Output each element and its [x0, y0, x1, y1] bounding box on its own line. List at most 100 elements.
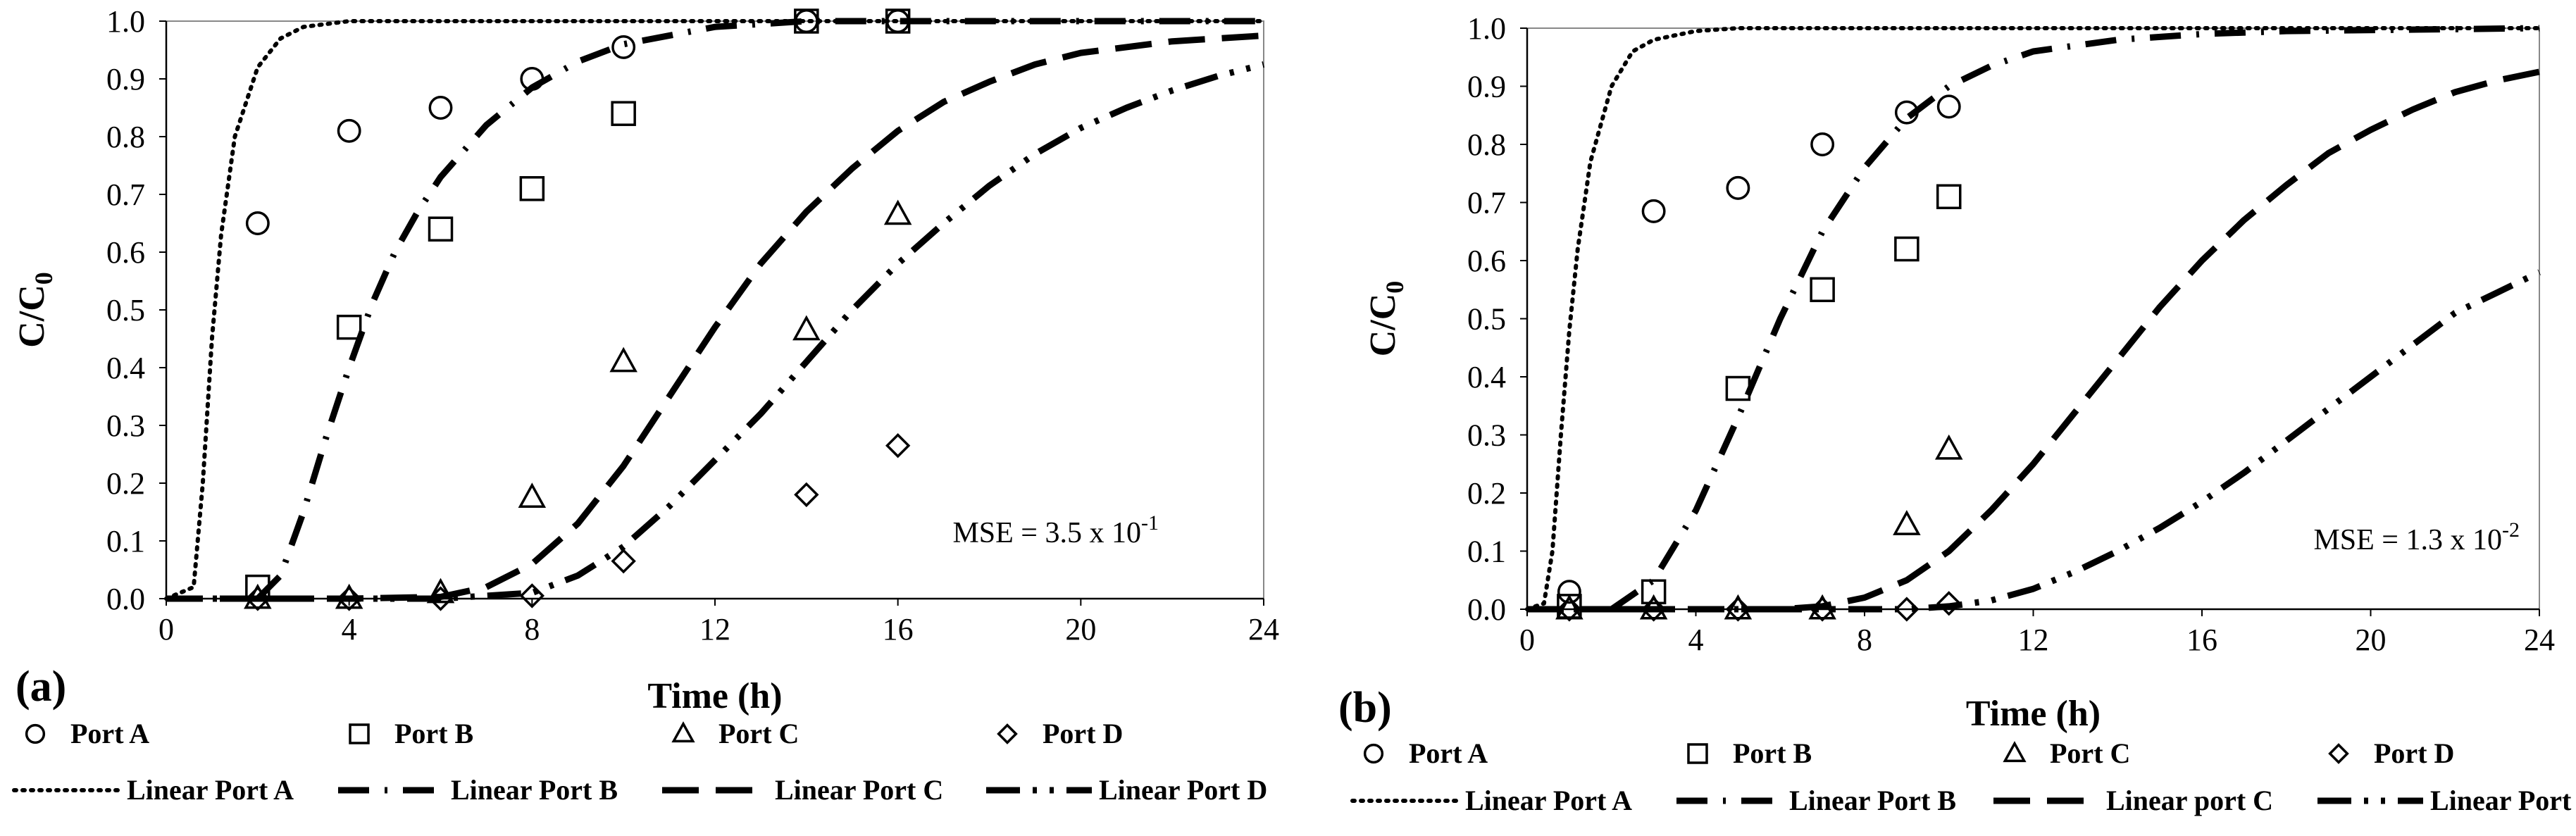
- legend-marker-square: [349, 723, 370, 744]
- y-tick-label: 0.2: [1467, 476, 1506, 511]
- y-tick-label: 0.4: [106, 351, 145, 385]
- data-point-square: [1894, 236, 1919, 262]
- data-point-square: [1641, 579, 1667, 604]
- legend-label: Port D: [2374, 737, 2454, 769]
- series-port-c: [1555, 434, 1963, 620]
- data-point-circle: [245, 211, 270, 235]
- panel-label: (a): [15, 663, 66, 711]
- data-point-circle: [1936, 94, 1961, 119]
- data-point-circle: [1726, 175, 1750, 200]
- series-port-d: [1557, 591, 1962, 622]
- x-tick-label: 4: [1688, 623, 1704, 657]
- y-tick-label: 0.5: [1467, 302, 1506, 337]
- legend-label: Linear Port B: [1789, 785, 1956, 816]
- y-tick-label: 0.7: [1467, 186, 1506, 220]
- data-point-triangle: [426, 578, 455, 604]
- chart-panel-b: 0.0 0.1 0.2 0.3 0.4 0.5 0.6 0.7 0.8 0.9 1.0 0 4 8 12 16…: [1338, 11, 2576, 816]
- data-point-diamond: [611, 549, 636, 574]
- series-port-a: [1557, 94, 1961, 604]
- x-tick-label: 12: [699, 612, 730, 647]
- legend-marker-triangle: [2003, 741, 2027, 763]
- y-tick-label: 0.6: [1467, 244, 1506, 278]
- x-tick-label: 0: [158, 612, 174, 647]
- y-axis-title-main: C/C: [12, 285, 52, 348]
- model-line-linear-port-d: [166, 61, 1265, 602]
- data-point-square: [1936, 184, 1962, 209]
- series-port-d: [245, 433, 911, 611]
- model-line-linear-port-b: [1610, 25, 2540, 612]
- legend-label: Port A: [70, 718, 149, 749]
- mse-exponent: -2: [2502, 518, 2520, 542]
- x-tick-label: 8: [524, 612, 540, 647]
- x-tick-label: 0: [1519, 623, 1535, 657]
- x-tick-label: 8: [1857, 623, 1872, 657]
- data-point-square: [611, 101, 636, 126]
- legend-label: Port C: [718, 718, 799, 749]
- plot-area-frame: [166, 20, 1264, 599]
- model-line-linear-port-a: [1525, 26, 2541, 611]
- legend-label: Linear Port D: [2430, 785, 2576, 816]
- data-point-diamond: [885, 433, 911, 458]
- x-tick-label: 24: [1248, 612, 1279, 647]
- data-point-circle: [1557, 580, 1581, 604]
- data-point-circle: [611, 35, 636, 59]
- data-point-diamond: [1641, 597, 1667, 622]
- mse-text: MSE = 1.3 x 10: [2313, 524, 2502, 556]
- x-tick-label: 16: [883, 612, 914, 647]
- x-axis-title: Time (h): [647, 676, 782, 716]
- y-tick-label: 1.0: [106, 4, 145, 39]
- legend-marker-circle: [25, 723, 46, 744]
- x-tick-label: 20: [1065, 612, 1096, 647]
- data-point-triangle: [883, 199, 912, 225]
- legend-label: Linear port C: [2106, 785, 2273, 816]
- y-axis-title: C/C0: [1363, 281, 1409, 357]
- chart-panel-a: 0.0 0.1 0.2 0.3 0.4 0.5 0.6 0.7 0.8 0.9 1.0 0 4 8 12 16…: [12, 4, 1279, 806]
- y-tick-label: 0.0: [1467, 592, 1506, 627]
- legend-marker-diamond: [997, 723, 1018, 744]
- series-port-a: [245, 9, 910, 235]
- y-tick-label: 0.9: [106, 62, 145, 96]
- series-port-b: [1557, 184, 1962, 619]
- model-line-linear-port-a: [164, 19, 1266, 601]
- data-point-diamond: [1894, 597, 1919, 622]
- y-tick-label: 0.5: [106, 293, 145, 327]
- y-axis-title-subscript: 0: [1381, 281, 1409, 294]
- data-point-square: [1810, 277, 1835, 302]
- legend-label: Port D: [1043, 718, 1123, 749]
- legend-label: Port A: [1409, 737, 1488, 769]
- legend-marker-diamond: [2328, 743, 2349, 764]
- mse-exponent: -1: [1141, 511, 1159, 535]
- series-port-c: [244, 199, 912, 609]
- y-tick-label: 0.2: [106, 466, 145, 501]
- y-tick-label: 0.8: [1467, 127, 1506, 162]
- data-point-square: [519, 176, 545, 201]
- model-line-linear-port-c: [1527, 68, 2540, 613]
- y-tick-label: 0.6: [106, 235, 145, 270]
- x-tick-label: 12: [2018, 623, 2049, 657]
- data-point-diamond: [245, 586, 270, 611]
- x-axis-title: Time (h): [1966, 694, 2101, 734]
- model-line-linear-port-b: [255, 18, 1264, 601]
- legend-label: Port C: [2050, 737, 2130, 769]
- legend-label: Linear Port A: [1465, 785, 1632, 816]
- data-point-square: [428, 216, 454, 242]
- y-tick-label: 0.9: [1467, 70, 1506, 104]
- y-tick-label: 0.3: [106, 408, 145, 443]
- legend-marker-triangle: [671, 721, 695, 743]
- y-tick-label: 0.1: [1467, 535, 1506, 569]
- x-tick-label: 16: [2186, 623, 2217, 657]
- y-tick-label: 0.0: [106, 582, 145, 616]
- y-tick-label: 0.4: [1467, 360, 1506, 394]
- data-point-triangle: [1934, 434, 1963, 460]
- y-tick-label: 0.3: [1467, 418, 1506, 453]
- y-tick-label: 0.7: [106, 177, 145, 212]
- legend-label: Linear Port B: [451, 774, 618, 806]
- data-point-triangle: [1893, 510, 1921, 535]
- data-point-diamond: [1936, 591, 1962, 616]
- y-tick-label: 1.0: [1467, 11, 1506, 46]
- legend-label: Linear Port A: [127, 774, 294, 806]
- data-point-diamond: [1557, 597, 1582, 622]
- data-point-circle: [520, 67, 545, 91]
- mse-annotation: MSE = 1.3 x 10-2: [2313, 518, 2520, 556]
